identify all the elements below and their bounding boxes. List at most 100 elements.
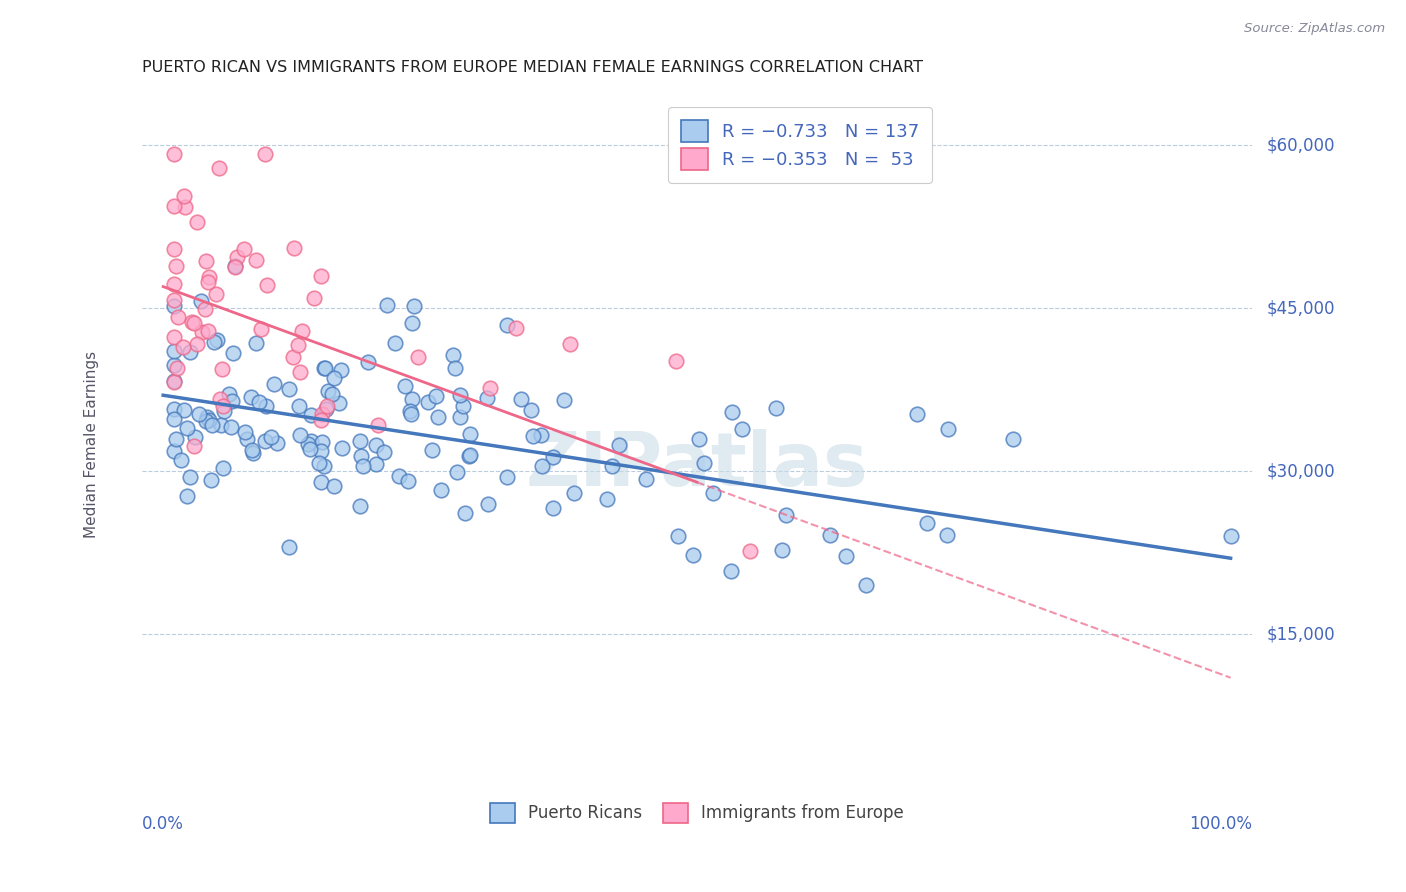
Point [458,449,481,463]
Point [221,420,243,434]
Point [328,396,350,410]
Point [312,459,335,474]
Point [665,353,688,368]
Point [352,459,374,474]
Point [460,427,482,442]
Point [232,243,254,257]
Point [530,428,553,442]
Point [254,399,277,413]
Point [205,333,228,347]
Point [278,541,301,555]
Point [165,432,187,446]
Point [1219,529,1241,543]
Point [163,330,186,344]
Point [602,458,624,473]
Point [302,291,325,305]
Point [349,450,371,464]
Text: $60,000: $60,000 [1267,136,1334,154]
Point [208,161,231,176]
Point [163,293,186,307]
Point [311,269,333,284]
Point [233,425,256,439]
Point [186,337,208,351]
Point [682,549,704,563]
Point [202,335,225,350]
Point [283,350,305,364]
Point [197,275,219,289]
Point [479,381,502,395]
Point [460,448,482,462]
Point [250,322,273,336]
Point [915,516,938,530]
Point [311,407,333,421]
Point [288,365,311,379]
Point [402,299,425,313]
Point [430,483,453,498]
Point [224,260,246,275]
Point [314,360,336,375]
Point [209,417,232,432]
Point [855,578,877,592]
Point [218,387,240,401]
Point [290,427,312,442]
Point [636,472,658,486]
Point [377,298,399,312]
Point [394,379,416,393]
Point [564,485,586,500]
Point [775,508,797,522]
Point [277,382,299,396]
Point [425,389,447,403]
Point [163,299,186,313]
Point [211,362,233,376]
Point [316,384,339,398]
Point [522,429,544,443]
Point [186,214,208,228]
Point [443,349,465,363]
Point [384,336,406,351]
Point [254,146,277,161]
Point [176,421,198,435]
Point [245,335,267,350]
Point [818,528,841,542]
Point [197,324,219,338]
Point [451,400,474,414]
Point [240,390,263,404]
Point [308,456,330,470]
Point [163,374,186,388]
Point [530,458,553,473]
Point [198,413,221,427]
Point [198,270,221,285]
Point [396,474,419,488]
Point [283,241,305,255]
Point [595,491,617,506]
Point [299,434,322,449]
Point [235,433,257,447]
Point [770,543,793,558]
Point [163,147,186,161]
Point [364,438,387,452]
Point [543,501,565,516]
Point [163,443,186,458]
Point [905,407,928,421]
Point [689,432,711,446]
Point [221,393,243,408]
Point [322,371,344,385]
Point [367,417,389,432]
Point [496,318,519,332]
Point [288,399,311,413]
Point [260,429,283,443]
Point [166,361,188,376]
Point [541,450,564,465]
Point [401,316,423,330]
Point [315,402,337,417]
Point [399,403,422,417]
Point [311,413,333,427]
Point [200,473,222,487]
Point [553,392,575,407]
Point [163,358,186,372]
Point [309,444,332,458]
Point [225,250,247,264]
Point [163,412,186,426]
Point [298,442,321,456]
Point [366,457,388,471]
